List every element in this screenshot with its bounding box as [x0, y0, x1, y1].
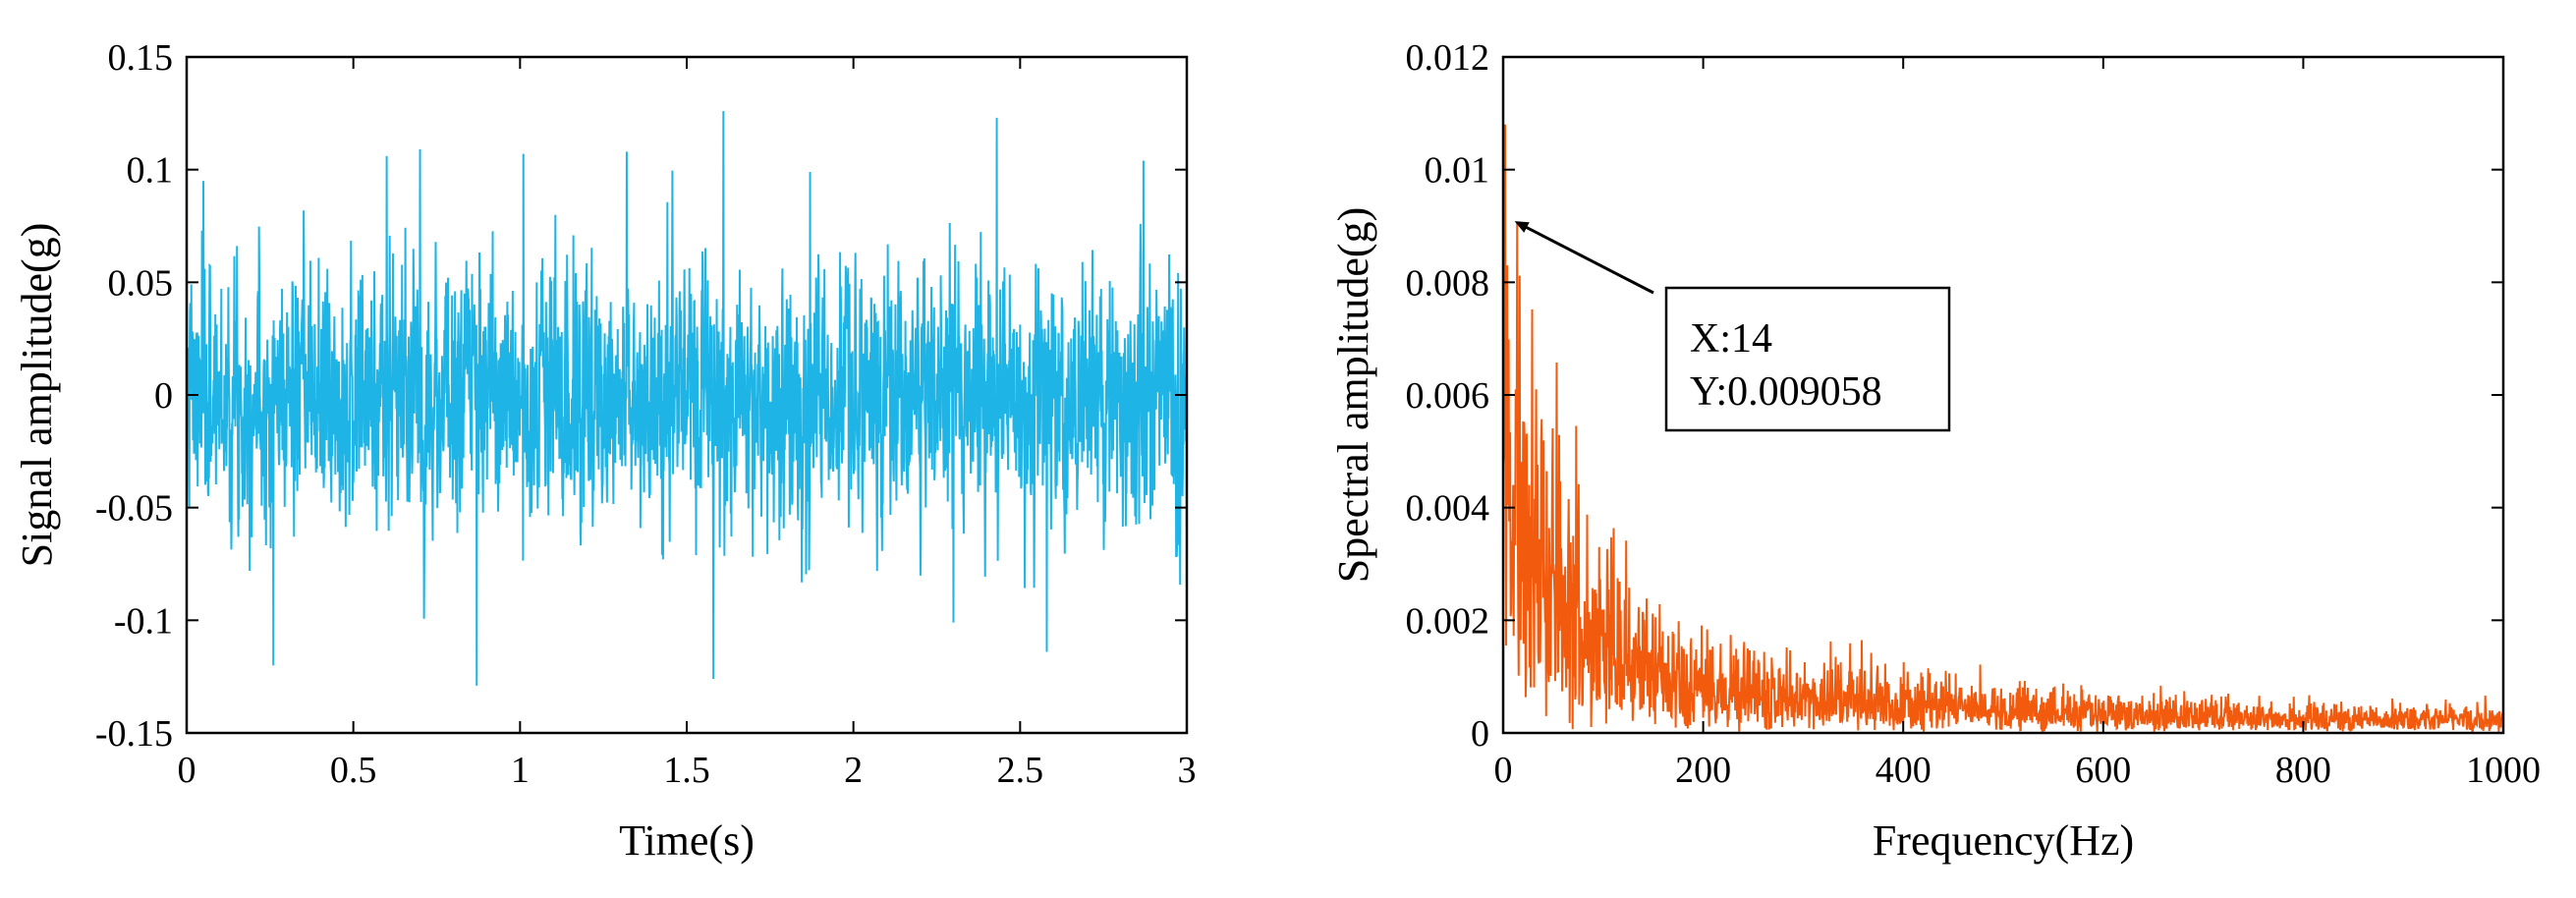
time-signal-y-tick-label: -0.05	[95, 488, 173, 530]
time-signal-line	[187, 111, 1187, 686]
spectrum-chart: 0 200 400 600 800 1000 00.0020.0040.0060.0080…	[1329, 37, 2541, 865]
spectrum-x-tick-label: 400	[1876, 750, 1932, 791]
spectrum-y-tick-label: 0.008	[1406, 262, 1490, 304]
time-signal-x-tick-label: 1.5	[663, 750, 710, 791]
time-signal-y-tick-label: 0.1	[127, 150, 174, 192]
spectrum-y-axis-label: Spectral amplitude(g)	[1329, 207, 1377, 583]
spectrum-x-tick-label: 600	[2075, 750, 2131, 791]
data-tip-y-text: Y:0.009058	[1690, 369, 1882, 415]
time-signal-x-tick-label: 0	[178, 750, 196, 791]
time-signal-x-tick-label: 0.5	[330, 750, 377, 791]
time-signal-x-tick-label: 1	[511, 750, 530, 791]
time-signal-x-tick-label: 2.5	[997, 750, 1044, 791]
time-signal-y-tick-label: 0.05	[108, 262, 174, 304]
spectrum-y-tick-label: 0.01	[1425, 150, 1490, 192]
time-signal-y-tick-label: -0.1	[114, 600, 173, 642]
spectrum-x-axis-label: Frequency(Hz)	[1873, 816, 2134, 865]
time-signal-x-ticks: 0 0.5 1 1.5 2 2.5 3	[178, 57, 1197, 791]
time-signal-y-tick-label: -0.15	[95, 713, 173, 755]
spectrum-y-tick-label: 0.012	[1406, 37, 1490, 79]
spectrum-line	[1503, 124, 2503, 733]
spectrum-x-tick-label: 200	[1675, 750, 1731, 791]
data-tip-x-text: X:14	[1690, 316, 1772, 362]
data-tip-arrow	[1514, 221, 1654, 295]
spectrum-y-tick-label: 0	[1471, 713, 1489, 755]
spectrum-x-tick-label: 800	[2275, 750, 2331, 791]
spectrum-x-tick-label: 1000	[2466, 750, 2541, 791]
spectrum-x-ticks: 0 200 400 600 800 1000	[1494, 57, 2541, 791]
spectrum-y-tick-label: 0.002	[1406, 600, 1490, 642]
time-signal-chart: 0 0.5 1 1.5 2 2.5 3 -0.15 -0.1 -0.05 0 0.05 0.1 0.15…	[13, 37, 1197, 865]
time-signal-y-tick-label: 0.15	[108, 37, 174, 79]
time-signal-y-ticks: -0.15 -0.1 -0.05 0 0.05 0.1 0.15	[95, 37, 1187, 755]
time-signal-series	[187, 111, 1187, 686]
data-tip-annotation: X:14 Y:0.009058	[1514, 221, 1951, 432]
spectrum-y-ticks: 0 0.002 0.004 0.006 0.008 0.01 0.012	[1406, 37, 2503, 755]
spectrum-x-tick-label: 0	[1494, 750, 1513, 791]
spectrum-y-tick-label: 0.004	[1406, 488, 1490, 530]
spectrum-y-tick-label: 0.006	[1406, 375, 1490, 417]
time-signal-y-axis-label: Signal amplitude(g)	[13, 223, 61, 568]
time-signal-x-tick-label: 2	[844, 750, 863, 791]
spectrum-series	[1503, 124, 2503, 733]
time-signal-x-tick-label: 3	[1178, 750, 1197, 791]
data-tip-box	[1664, 286, 1951, 432]
time-signal-y-tick-label: 0	[154, 375, 173, 417]
time-signal-x-axis-label: Time(s)	[619, 816, 755, 865]
